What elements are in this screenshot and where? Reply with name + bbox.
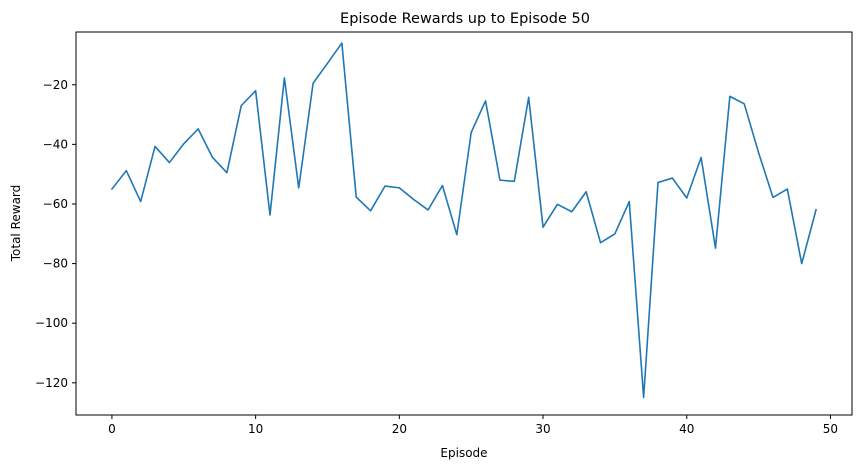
chart-title: Episode Rewards up to Episode 50 [340, 11, 590, 27]
x-tick-label: 40 [679, 422, 694, 436]
y-tick-label: −100 [35, 316, 68, 330]
x-tick-label: 10 [248, 422, 263, 436]
y-tick-label: −40 [43, 137, 68, 151]
y-axis-label: Total Reward [9, 185, 23, 263]
series-line [111, 42, 817, 399]
x-tick-label: 0 [108, 422, 116, 436]
x-tick-label: 30 [535, 422, 550, 436]
y-tick-label: −120 [35, 376, 68, 390]
x-axis-label: Episode [440, 446, 487, 460]
x-tick-label: 50 [823, 422, 838, 436]
y-tick-label: −80 [43, 257, 68, 271]
y-tick-label: −20 [43, 78, 68, 92]
plot-frame [75, 31, 853, 416]
y-axis-ticks: −120 −100 −80 −60 −40 −20 [35, 78, 76, 390]
y-tick-label: −60 [43, 197, 68, 211]
x-axis-ticks: 0 10 20 30 40 50 [108, 415, 838, 436]
x-tick-label: 20 [392, 422, 407, 436]
